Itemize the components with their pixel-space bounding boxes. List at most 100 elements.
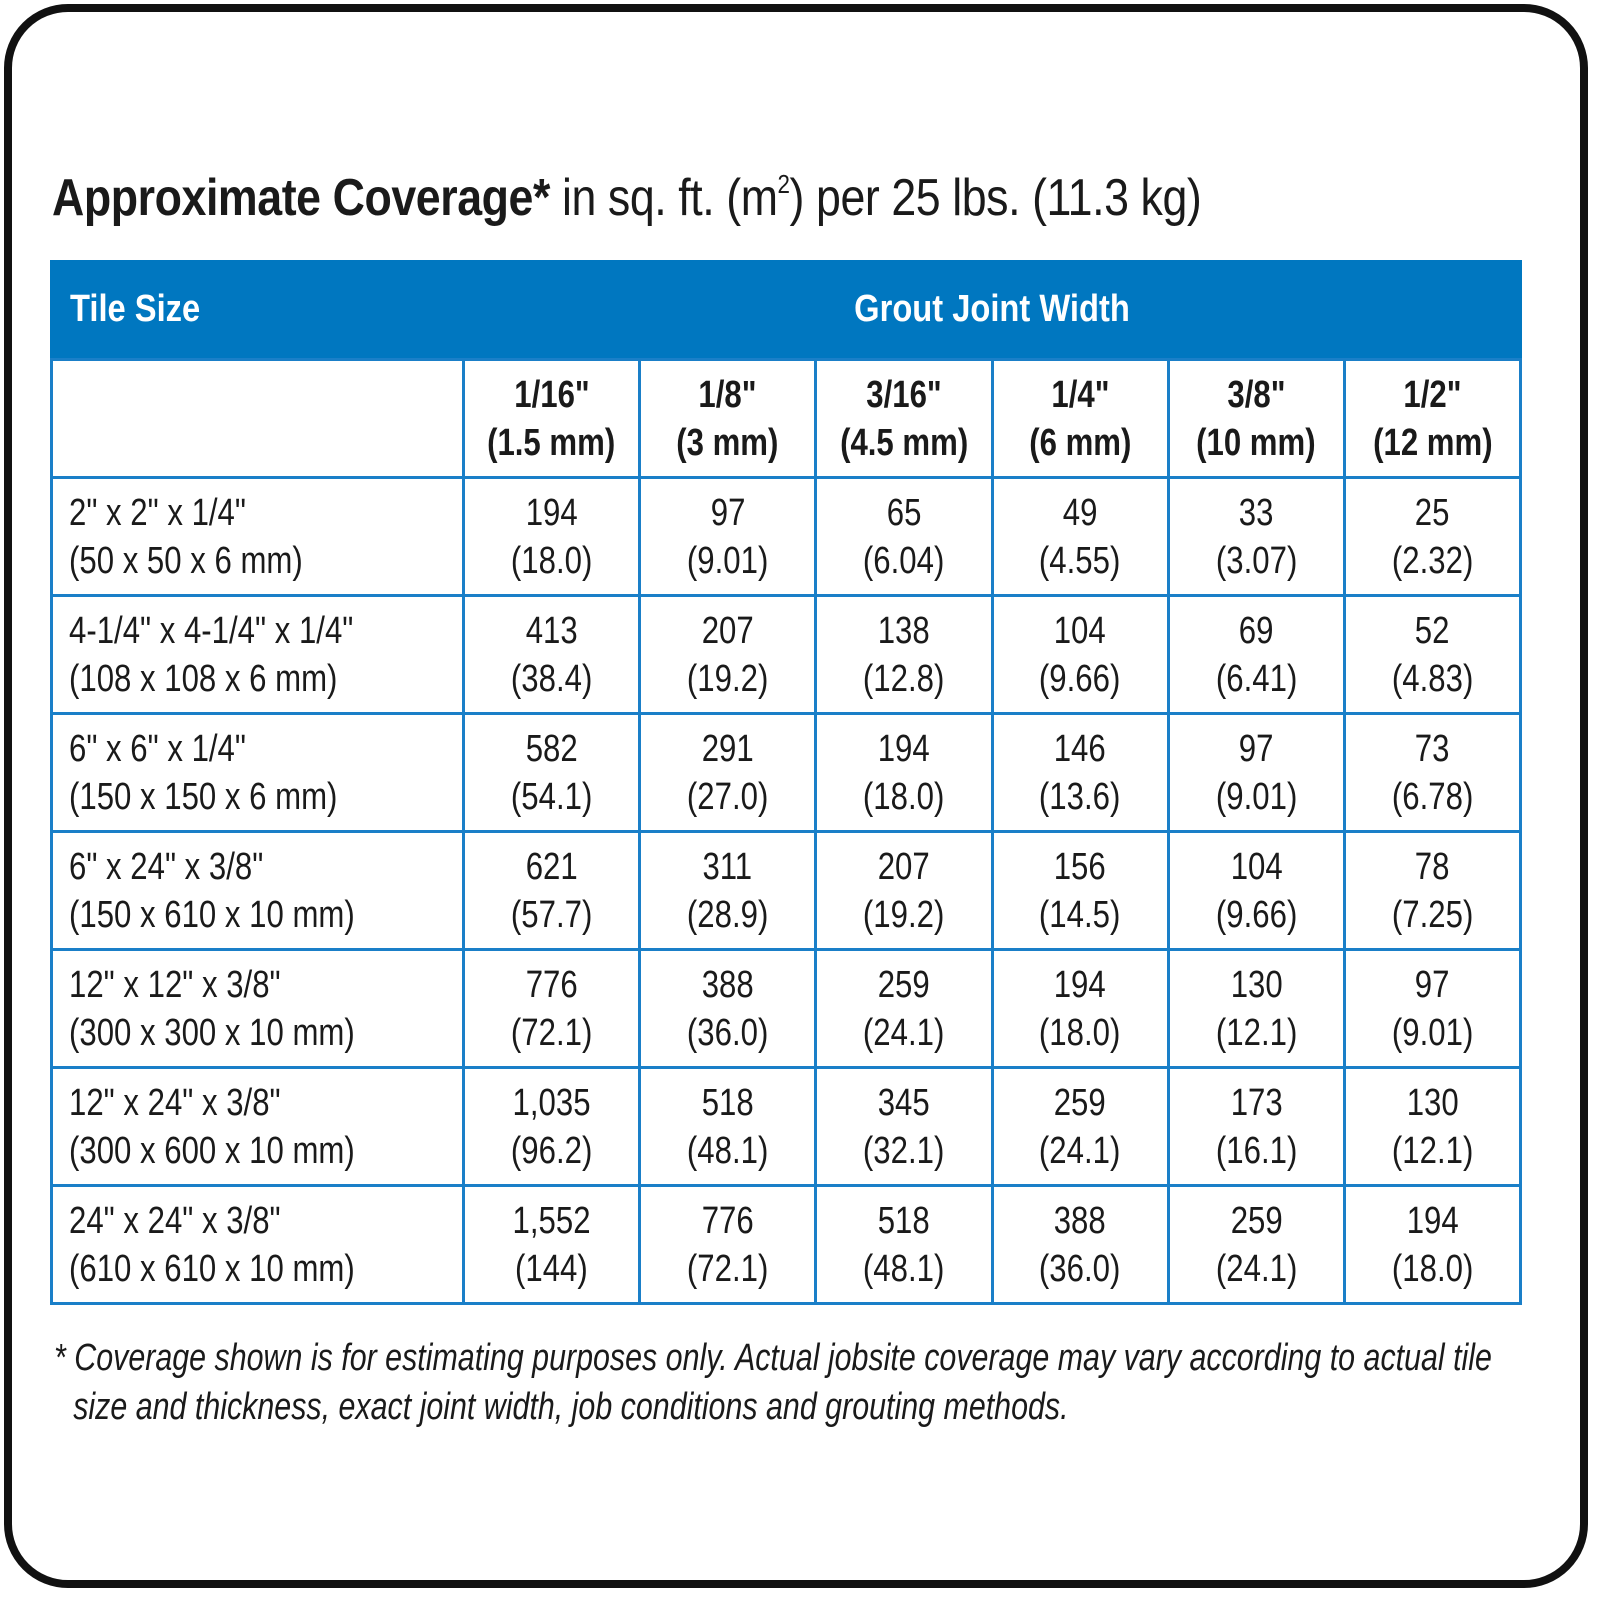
- footnote-line-2: size and thickness, exact joint width, j…: [73, 1386, 1069, 1428]
- cell-text: (12.8): [863, 657, 945, 700]
- cell-text: (4.5 mm): [839, 421, 968, 464]
- coverage-cell: 49 (4.55): [993, 476, 1170, 594]
- coverage-cell: 207 (19.2): [641, 594, 818, 712]
- rounded-border-frame: [4, 4, 1588, 1588]
- coverage-cell: 104 (9.66): [1169, 830, 1346, 948]
- cell-text: 259: [1230, 1199, 1283, 1242]
- row-tile-size: 12" x 12" x 3/8" (300 x 300 x 10 mm): [53, 948, 465, 1066]
- coverage-cell: 33 (3.07): [1169, 476, 1346, 594]
- footnote-line-1: * Coverage shown is for estimating purpo…: [54, 1337, 1492, 1379]
- cell-text: 194: [1406, 1199, 1459, 1242]
- coverage-cell: 97 (9.01): [1169, 712, 1346, 830]
- cell-text: (14.5): [1039, 893, 1121, 936]
- cell-text: 3/16": [866, 373, 942, 416]
- cell-text: (96.2): [510, 1129, 593, 1172]
- cell-text: (4.55): [1039, 539, 1121, 582]
- cell-text: (27.0): [687, 775, 769, 818]
- cell-text: (1.5 mm): [487, 421, 616, 464]
- column-header: 1/4" (6 mm): [993, 358, 1170, 476]
- cell-text: 173: [1230, 1081, 1283, 1124]
- cell-text: (150 x 150 x 6 mm): [69, 775, 338, 818]
- row-tile-size: 6" x 6" x 1/4" (150 x 150 x 6 mm): [53, 712, 465, 830]
- cell-text: (13.6): [1039, 775, 1121, 818]
- cell-text: (32.1): [863, 1129, 945, 1172]
- column-header: 3/16" (4.5 mm): [817, 358, 994, 476]
- cell-text: (6.41): [1215, 657, 1297, 700]
- table-grid: 1/16" (1.5 mm) 1/8" (3 mm) 3/16" (4.5 mm) 1/4"…: [50, 358, 1522, 1305]
- page-title: Approximate Coverage* in sq. ft. (m2) pe…: [52, 168, 1202, 228]
- cell-text: (72.1): [510, 1011, 593, 1054]
- coverage-table: Tile Size Grout Joint Width 1/16" (1.5 mm…: [50, 260, 1522, 1305]
- cell-text: (18.0): [510, 539, 593, 582]
- cell-text: (36.0): [1039, 1247, 1121, 1290]
- coverage-cell: 130 (12.1): [1169, 948, 1346, 1066]
- coverage-cell: 104 (9.66): [993, 594, 1170, 712]
- tile-size-header: Tile Size: [70, 288, 201, 330]
- coverage-cell: 291 (27.0): [641, 712, 818, 830]
- coverage-cell: 25 (2.32): [1345, 476, 1522, 594]
- cell-text: (24.1): [863, 1011, 945, 1054]
- cell-text: (28.9): [687, 893, 769, 936]
- column-header: 3/8" (10 mm): [1169, 358, 1346, 476]
- cell-text: (19.2): [863, 893, 945, 936]
- grout-joint-width-header: Grout Joint Width: [854, 288, 1130, 330]
- cell-text: 25: [1415, 491, 1450, 534]
- cell-text: 207: [877, 845, 930, 888]
- title-rest-end: ) per 25 lbs. (11.3 kg): [789, 169, 1202, 227]
- cell-text: (3.07): [1215, 539, 1297, 582]
- cell-text: 1/8": [698, 373, 757, 416]
- cell-text: 156: [1054, 845, 1107, 888]
- cell-text: (12.1): [1391, 1129, 1474, 1172]
- cell-text: (10 mm): [1196, 421, 1316, 464]
- cell-text: (9.66): [1039, 657, 1121, 700]
- cell-text: 1,552: [512, 1199, 591, 1242]
- title-superscript: 2: [777, 169, 790, 199]
- coverage-cell: 194 (18.0): [1345, 1184, 1522, 1302]
- cell-text: 1/16": [513, 373, 590, 416]
- cell-text: (57.7): [510, 893, 593, 936]
- header-empty-cell: [53, 358, 465, 476]
- cell-text: (2.32): [1391, 539, 1474, 582]
- cell-text: 1/4": [1051, 373, 1110, 416]
- column-header: 1/8" (3 mm): [641, 358, 818, 476]
- coverage-cell: 194 (18.0): [465, 476, 642, 594]
- coverage-cell: 1,035 (96.2): [465, 1066, 642, 1184]
- cell-text: (300 x 600 x 10 mm): [69, 1129, 355, 1172]
- cell-text: 1/2": [1403, 373, 1462, 416]
- coverage-cell: 207 (19.2): [817, 830, 994, 948]
- cell-text: 65: [886, 491, 922, 534]
- cell-text: 388: [701, 963, 754, 1006]
- coverage-cell: 130 (12.1): [1345, 1066, 1522, 1184]
- cell-text: (18.0): [1039, 1011, 1121, 1054]
- cell-text: 194: [525, 491, 578, 534]
- cell-text: (6 mm): [1028, 421, 1132, 464]
- coverage-cell: 582 (54.1): [465, 712, 642, 830]
- coverage-cell: 518 (48.1): [641, 1066, 818, 1184]
- coverage-cell: 259 (24.1): [993, 1066, 1170, 1184]
- cell-text: 1,035: [512, 1081, 591, 1124]
- row-tile-size: 2" x 2" x 1/4" (50 x 50 x 6 mm): [53, 476, 465, 594]
- cell-text: (48.1): [687, 1129, 769, 1172]
- cell-text: 413: [525, 609, 578, 652]
- cell-text: 138: [877, 609, 930, 652]
- cell-text: 311: [702, 845, 753, 888]
- cell-text: 259: [1054, 1081, 1107, 1124]
- cell-text: 207: [701, 609, 754, 652]
- cell-text: 97: [710, 491, 746, 534]
- cell-text: (7.25): [1391, 893, 1474, 936]
- cell-text: (38.4): [510, 657, 593, 700]
- cell-text: 97: [1238, 727, 1274, 770]
- cell-text: (12.1): [1215, 1011, 1297, 1054]
- row-tile-size: 12" x 24" x 3/8" (300 x 600 x 10 mm): [53, 1066, 465, 1184]
- cell-text: 12" x 12" x 3/8": [69, 963, 281, 1006]
- coverage-cell: 69 (6.41): [1169, 594, 1346, 712]
- cell-text: 69: [1238, 609, 1274, 652]
- cell-text: 73: [1415, 727, 1450, 770]
- cell-text: (16.1): [1215, 1129, 1297, 1172]
- cell-text: 518: [701, 1081, 754, 1124]
- cell-text: 6" x 6" x 1/4": [69, 727, 246, 770]
- title-rest: in sq. ft. (m: [549, 169, 778, 227]
- coverage-cell: 65 (6.04): [817, 476, 994, 594]
- coverage-cell: 1,552 (144): [465, 1184, 642, 1302]
- cell-text: (24.1): [1039, 1129, 1121, 1172]
